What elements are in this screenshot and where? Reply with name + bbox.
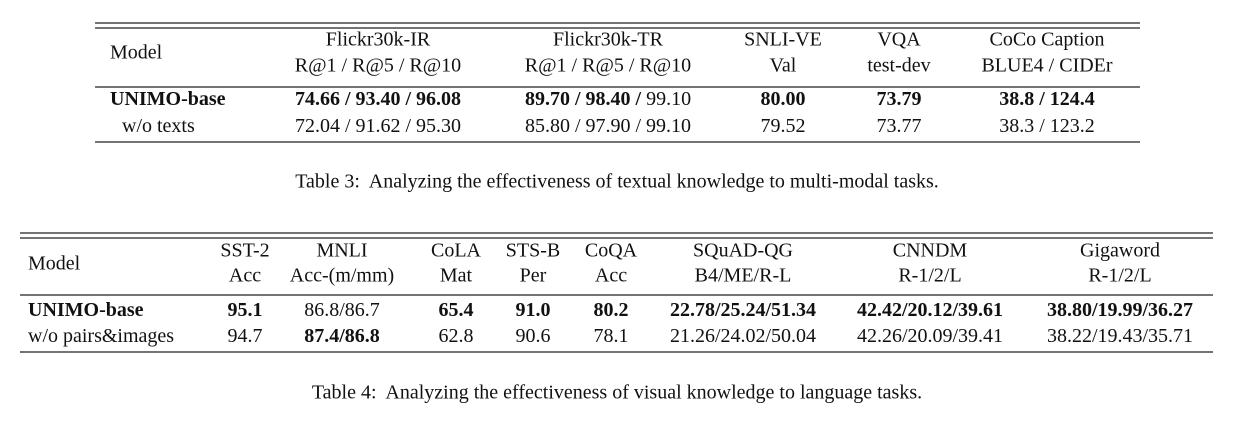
cell-text: 87.4/86.8 <box>304 325 380 347</box>
cell: 42.42/20.12/39.61 <box>857 299 1003 321</box>
header-cell: CNNDM <box>893 240 968 262</box>
cell-text: 21.26/24.02/50.04 <box>670 325 816 347</box>
cell: 74.66 / 93.40 / 96.08 <box>295 88 461 110</box>
cell-text: 73.79 <box>877 88 922 110</box>
header-cell: B4/ME/R-L <box>695 265 792 287</box>
cell-text: 79.52 <box>761 115 806 137</box>
header-cell: Mat <box>440 265 473 287</box>
header-cell: Flickr30k-IR <box>326 29 431 51</box>
header-cell: BLUE4 / CIDEr <box>981 55 1112 77</box>
cell: 80.2 <box>594 299 629 321</box>
cell: 95.1 <box>228 299 263 321</box>
cell-text: 22.78/25.24/51.34 <box>670 299 816 321</box>
cell: 87.4/86.8 <box>304 325 380 347</box>
header-cell: CoLA <box>431 240 482 262</box>
row-label: w/o pairs&images <box>28 325 174 347</box>
header-cell: STS-B <box>506 240 560 262</box>
cell-text: 42.26/20.09/39.41 <box>857 325 1003 347</box>
cell: 73.77 <box>877 115 922 137</box>
cell: 22.78/25.24/51.34 <box>670 299 816 321</box>
cell: 38.8 / 124.4 <box>999 88 1095 110</box>
header-cell: CoQA <box>585 240 638 262</box>
header-cell: Flickr30k-TR <box>553 29 664 51</box>
cell: 38.22/19.43/35.71 <box>1047 325 1193 347</box>
caption: Table 3: Analyzing the effectiveness of … <box>295 171 939 193</box>
cell-text: UNIMO-base <box>110 88 226 110</box>
cell: 79.52 <box>761 115 806 137</box>
cell: 89.70 / 98.40 /99.10 <box>525 88 691 110</box>
cell: 94.7 <box>228 325 263 347</box>
row-label: w/o texts <box>122 115 195 137</box>
cell: 38.80/19.99/36.27 <box>1047 299 1193 321</box>
header-cell: R-1/2/L <box>898 265 961 287</box>
cell: 21.26/24.02/50.04 <box>670 325 816 347</box>
header-cell: test-dev <box>867 55 930 77</box>
cell-text: w/o pairs&images <box>28 325 174 347</box>
header-cell: Acc-(m/mm) <box>290 265 394 287</box>
cell: 78.1 <box>594 325 629 347</box>
header-cell: R@1 / R@5 / R@10 <box>295 55 461 77</box>
row-label: UNIMO-base <box>28 299 144 321</box>
header-cell: SST-2 <box>220 240 269 262</box>
header-cell: SNLI-VE <box>744 29 822 51</box>
cell: 85.80 / 97.90 / 99.10 <box>525 115 691 137</box>
cell-text: 38.22/19.43/35.71 <box>1047 325 1193 347</box>
header-cell: Acc <box>595 265 627 287</box>
cell-text: 62.8 <box>439 325 474 347</box>
cell-text: 38.3 / 123.2 <box>999 115 1095 137</box>
header-cell: Model <box>110 42 163 64</box>
header-cell: CoCo Caption <box>989 29 1104 51</box>
header-cell: VQA <box>877 29 921 51</box>
cell: 65.4 <box>439 299 474 321</box>
cell: 42.26/20.09/39.41 <box>857 325 1003 347</box>
cell-text: UNIMO-base <box>28 299 144 321</box>
cell-text: 38.8 / 124.4 <box>999 88 1095 110</box>
header-cell: Model <box>28 253 81 275</box>
header-cell: R@1 / R@5 / R@10 <box>525 55 691 77</box>
header-cell: SQuAD-QG <box>693 240 793 262</box>
header-cell: R-1/2/L <box>1088 265 1151 287</box>
cell-text: 38.80/19.99/36.27 <box>1047 299 1193 321</box>
header-cell: Val <box>770 55 797 77</box>
cell-text: 80.00 <box>761 88 806 110</box>
header-cell: Gigaword <box>1080 240 1160 262</box>
cell-text: 72.04 / 91.62 / 95.30 <box>295 115 461 137</box>
cell-text: 95.1 <box>228 299 263 321</box>
cell-text: w/o texts <box>122 115 195 137</box>
cell-text: 78.1 <box>594 325 629 347</box>
cell: 86.8/86.7 <box>304 299 380 321</box>
header-cell: Acc <box>229 265 261 287</box>
cell: 90.6 <box>516 325 551 347</box>
cell-text: 73.77 <box>877 115 922 137</box>
header-cell: MNLI <box>316 240 367 262</box>
cell-text: 94.7 <box>228 325 263 347</box>
cell-text: 89.70 / 98.40 / <box>525 88 642 110</box>
cell: 72.04 / 91.62 / 95.30 <box>295 115 461 137</box>
cell: 62.8 <box>439 325 474 347</box>
cell-text: 86.8/86.7 <box>304 299 380 321</box>
cell: 91.0 <box>516 299 551 321</box>
cell-text: 80.2 <box>594 299 629 321</box>
cell-text: 74.66 / 93.40 / 96.08 <box>295 88 461 110</box>
cell: 73.79 <box>877 88 922 110</box>
cell-text: 99.10 <box>646 88 691 110</box>
caption: Table 4: Analyzing the effectiveness of … <box>312 382 922 404</box>
cell: 80.00 <box>761 88 806 110</box>
row-label: UNIMO-base <box>110 88 226 110</box>
header-cell: Per <box>520 265 547 287</box>
cell-text: 85.80 / 97.90 / 99.10 <box>525 115 691 137</box>
cell: 38.3 / 123.2 <box>999 115 1095 137</box>
cell-text: 90.6 <box>516 325 551 347</box>
cell-text: 91.0 <box>516 299 551 321</box>
cell-text: 42.42/20.12/39.61 <box>857 299 1003 321</box>
cell-text: 65.4 <box>439 299 474 321</box>
